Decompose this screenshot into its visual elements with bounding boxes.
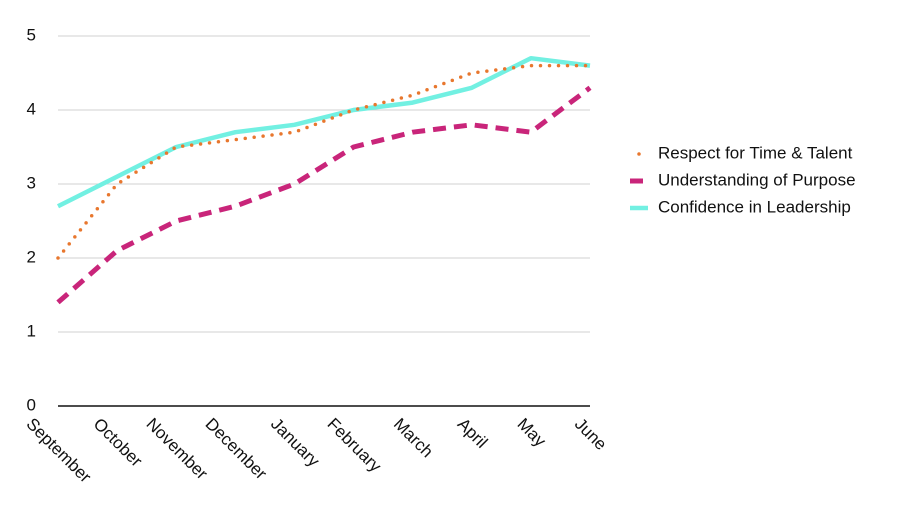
- legend-label: Respect for Time & Talent: [658, 143, 853, 162]
- x-tick-label: June: [571, 414, 611, 454]
- x-tick-label: April: [454, 414, 491, 451]
- x-tick-label: September: [23, 414, 95, 486]
- x-tick-label: May: [514, 414, 550, 450]
- series-line: [56, 85, 592, 305]
- y-tick-label: 2: [27, 247, 36, 266]
- y-tick-label: 4: [27, 99, 36, 118]
- legend-label: Confidence in Leadership: [658, 197, 851, 216]
- y-tick-label: 5: [27, 25, 36, 44]
- legend-label: Understanding of Purpose: [658, 170, 856, 189]
- x-tick-label: December: [202, 414, 271, 483]
- y-tick-label: 3: [27, 173, 36, 192]
- x-tick-label: February: [324, 414, 386, 476]
- x-tick-label: January: [267, 414, 324, 471]
- series-line: [56, 55, 591, 209]
- y-tick-label: 1: [27, 321, 36, 340]
- series-line: [56, 63, 592, 260]
- x-tick-label: March: [390, 414, 437, 461]
- y-tick-label: 0: [27, 395, 36, 414]
- x-tick-label: November: [142, 414, 211, 483]
- x-tick-label: October: [90, 414, 146, 470]
